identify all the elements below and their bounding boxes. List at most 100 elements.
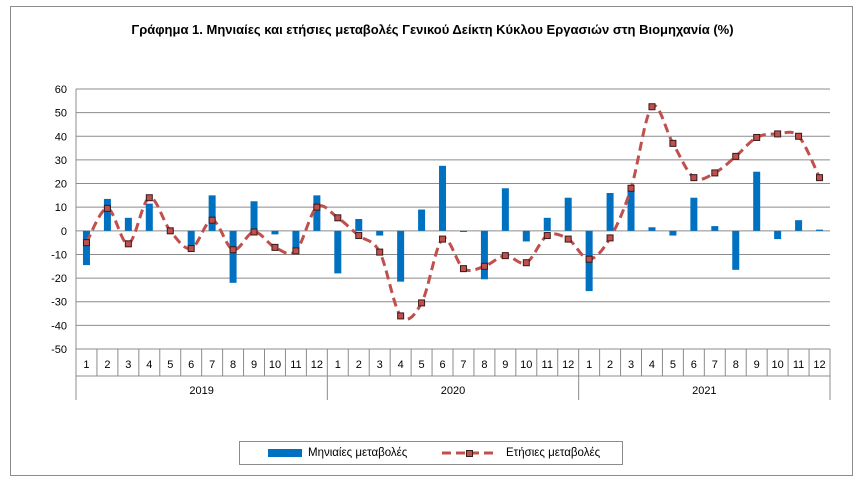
bar-monthly: [250, 201, 258, 231]
x-tick-label-year: 2019: [189, 385, 213, 397]
x-tick-label-month: 9: [754, 359, 760, 371]
y-tick-label: 10: [55, 202, 67, 214]
bar-monthly: [648, 227, 656, 231]
x-tick-label-month: 1: [335, 359, 341, 371]
x-tick-label-month: 12: [813, 359, 825, 371]
point-annual: [459, 265, 467, 273]
y-tick-label: 60: [55, 84, 67, 96]
point-annual: [166, 227, 174, 235]
y-tick-label: -20: [51, 273, 67, 285]
bar-monthly: [355, 219, 363, 231]
x-tick-label-month: 5: [670, 359, 676, 371]
point-annual: [124, 240, 132, 248]
y-tick-label: -30: [51, 297, 67, 309]
point-annual: [334, 214, 342, 222]
bar-monthly: [795, 220, 803, 231]
x-tick-label-month: 12: [562, 359, 574, 371]
bar-monthly: [690, 197, 698, 231]
x-tick-label-month: 6: [188, 359, 194, 371]
bar-monthly: [145, 203, 153, 231]
x-tick-label-month: 10: [772, 359, 784, 371]
x-tick-label-month: 10: [520, 359, 532, 371]
x-tick-label-month: 2: [607, 359, 613, 371]
point-annual: [439, 235, 447, 243]
x-tick-label-month: 2: [104, 359, 110, 371]
point-annual: [501, 252, 509, 260]
y-tick-label: 30: [55, 155, 67, 167]
point-annual: [669, 139, 677, 147]
bar-monthly: [82, 230, 90, 266]
x-tick-label-month: 9: [251, 359, 257, 371]
bar-monthly: [418, 209, 426, 231]
x-tick-label-month: 3: [125, 359, 131, 371]
point-annual: [355, 232, 363, 240]
point-annual: [376, 248, 384, 256]
x-tick-label-month: 8: [230, 359, 236, 371]
bar-monthly: [711, 226, 719, 231]
chart-title: Γράφημα 1. Μηνιαίες και ετήσιες μεταβολέ…: [131, 22, 734, 37]
x-tick-label-month: 8: [481, 359, 487, 371]
x-tick-label-month: 11: [290, 359, 301, 371]
x-tick-label-month: 7: [712, 359, 718, 371]
chart-frame: [10, 6, 853, 476]
chart-legend: Μηνιαίες μεταβολές Ετήσιες μεταβολές: [239, 441, 623, 465]
bar-monthly: [627, 188, 635, 231]
bar-monthly: [271, 230, 279, 235]
bar-monthly: [124, 217, 132, 231]
bar-monthly: [376, 230, 384, 236]
point-annual: [564, 235, 572, 243]
point-annual: [711, 169, 719, 177]
point-annual: [82, 239, 90, 247]
x-tick-label-month: 9: [502, 359, 508, 371]
x-tick-label-month: 5: [167, 359, 173, 371]
x-tick-label-month: 3: [628, 359, 634, 371]
x-tick-label-month: 2: [356, 359, 362, 371]
bar-monthly: [501, 188, 509, 231]
bar-monthly: [459, 230, 467, 232]
point-annual: [397, 312, 405, 320]
point-annual: [292, 247, 300, 255]
bar-monthly: [753, 171, 761, 231]
y-tick-label: 50: [55, 108, 67, 120]
bar-monthly: [187, 230, 195, 247]
bar-monthly: [208, 195, 216, 231]
point-annual: [229, 246, 237, 254]
point-annual: [187, 245, 195, 253]
bar-monthly: [439, 165, 447, 231]
point-annual: [418, 299, 426, 307]
bar-monthly: [522, 230, 530, 242]
point-annual: [795, 132, 803, 140]
y-tick-label: 20: [55, 179, 67, 191]
bar-monthly: [397, 230, 405, 282]
line-annual: [85, 104, 821, 321]
point-annual: [480, 262, 488, 270]
bar-monthly: [292, 230, 300, 249]
point-annual: [690, 174, 698, 182]
y-tick-label: -10: [51, 249, 67, 261]
legend-item-monthly: Μηνιαίες μεταβολές: [268, 442, 407, 464]
point-annual: [606, 234, 614, 242]
x-tick-label-year: 2021: [692, 385, 716, 397]
bar-monthly: [564, 197, 572, 231]
point-annual: [816, 174, 824, 182]
point-annual: [271, 243, 279, 251]
bar-monthly: [313, 195, 321, 231]
y-tick-label: 40: [55, 131, 67, 143]
legend-label-annual: Ετήσιες μεταβολές: [506, 447, 601, 459]
bar-monthly: [480, 230, 488, 280]
bar-monthly: [816, 229, 824, 231]
bar-monthly: [606, 193, 614, 231]
x-tick-label-year: 2020: [441, 385, 465, 397]
point-annual: [145, 194, 153, 202]
point-annual: [585, 255, 593, 263]
y-tick-label: 0: [61, 226, 67, 238]
x-tick-label-month: 8: [733, 359, 739, 371]
legend-item-annual: Ετήσιες μεταβολές: [440, 442, 600, 464]
point-annual: [774, 130, 782, 138]
x-tick-label-month: 6: [691, 359, 697, 371]
bar-monthly: [732, 230, 740, 270]
x-tick-label-month: 11: [542, 359, 553, 371]
x-tick-label-month: 10: [269, 359, 281, 371]
x-tick-label-month: 4: [649, 359, 655, 371]
